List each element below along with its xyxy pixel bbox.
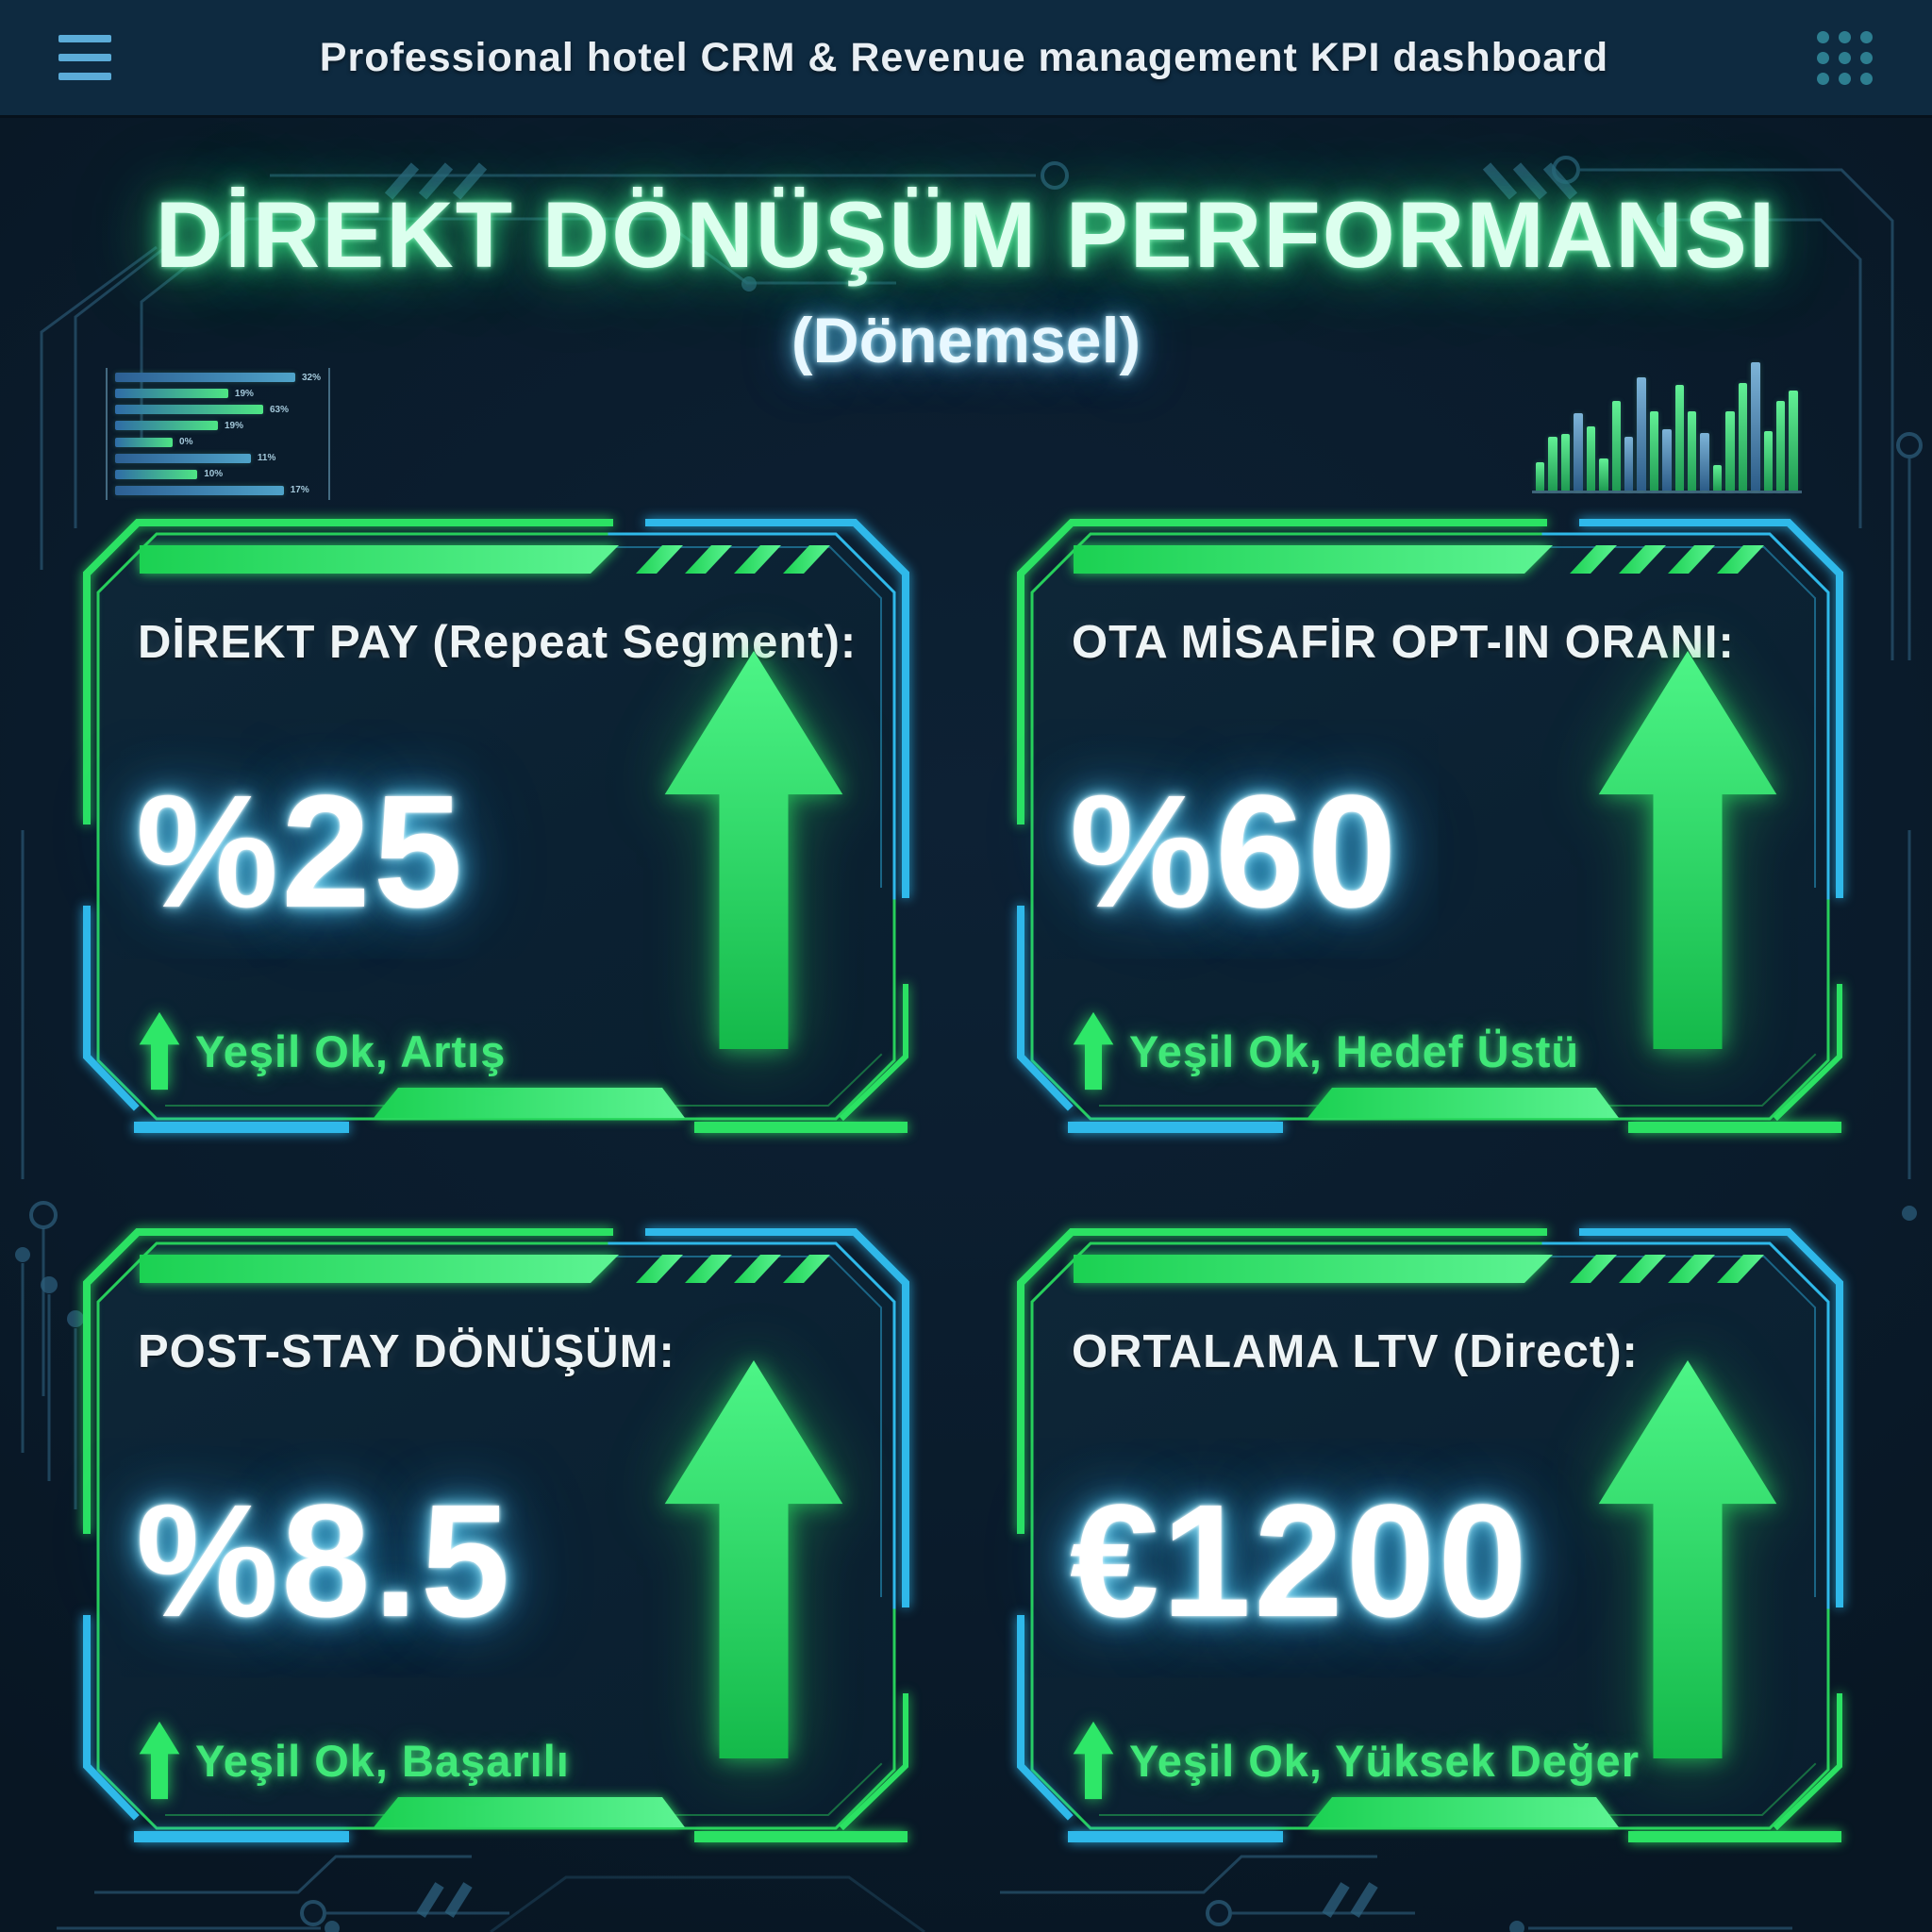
mini-bar — [1789, 390, 1798, 491]
up-arrow-icon — [664, 651, 843, 1049]
mini-bar — [115, 373, 295, 382]
mini-bar-row: 63% — [115, 404, 321, 415]
kpi-note: Yeşil Ok, Başarılı — [138, 1715, 570, 1806]
kpi-title: POST-STAY DÖNÜŞÜM: — [138, 1325, 675, 1377]
app-header: Professional hotel CRM & Revenue managem… — [0, 0, 1932, 115]
mini-bar — [1662, 428, 1672, 491]
kpi-value: %60 — [1070, 762, 1400, 941]
mini-bar — [1624, 436, 1634, 491]
hero: DİREKT DÖNÜŞÜM PERFORMANSI (Dönemsel) — [0, 181, 1932, 377]
mini-bar — [1700, 432, 1709, 491]
card-frame — [1017, 519, 1843, 1133]
mini-bar-label: 10% — [204, 469, 224, 480]
kpi-note-label: Yeşil Ok, Yüksek Değer — [1129, 1735, 1641, 1786]
right-mini-bar-chart — [1532, 362, 1802, 493]
kpi-title: ORTALAMA LTV (Direct): — [1072, 1325, 1639, 1377]
mini-bar-label: 32% — [301, 372, 321, 383]
mini-bar — [1776, 400, 1786, 491]
page-title: DİREKT DÖNÜŞÜM PERFORMANSI — [155, 182, 1777, 287]
kpi-note: Yeşil Ok, Artış — [138, 1006, 506, 1096]
mini-bar-row: 10% — [115, 469, 321, 480]
card-frame — [1017, 1228, 1843, 1842]
mini-bar — [1688, 410, 1697, 491]
mini-bar — [1536, 462, 1545, 491]
mini-bar-row: 11% — [115, 453, 321, 464]
mini-bar — [1738, 382, 1748, 491]
mini-bar-row: 19% — [115, 388, 321, 399]
hamburger-menu-icon[interactable] — [58, 35, 111, 80]
mini-bar — [115, 453, 251, 463]
kpi-note: Yeşil Ok, Yüksek Değer — [1072, 1715, 1640, 1806]
card-frame — [83, 1228, 909, 1842]
kpi-title: DİREKT PAY (Repeat Segment): — [138, 616, 858, 668]
mini-bar — [115, 405, 263, 415]
mini-bar — [1548, 436, 1557, 491]
mini-bar — [115, 389, 228, 399]
app-title: Professional hotel CRM & Revenue managem… — [319, 34, 1609, 80]
up-arrow-icon — [1073, 1721, 1114, 1800]
left-mini-bar-chart: 32% 19% 63% 19% 0% 11% 10% 17% — [106, 368, 330, 500]
card-frame — [83, 519, 909, 1133]
kpi-value: €1200 — [1070, 1472, 1530, 1651]
mini-bar — [1763, 431, 1774, 491]
kpi-grid: DİREKT PAY (Repeat Segment): %25 Yeşil O… — [83, 519, 1843, 1842]
grid-dots-icon[interactable] — [1817, 30, 1874, 85]
mini-bar — [1712, 464, 1723, 491]
kpi-note-label: Yeşil Ok, Hedef Üstü — [1129, 1025, 1580, 1076]
mini-bar — [1560, 434, 1571, 491]
mini-bar — [1649, 410, 1659, 491]
kpi-card: POST-STAY DÖNÜŞÜM: %8.5 Yeşil Ok, Başarı… — [83, 1228, 909, 1842]
kpi-value: %25 — [136, 762, 466, 941]
mini-bar-row: 17% — [115, 485, 321, 496]
up-arrow-icon — [1073, 1011, 1114, 1091]
mini-bar — [1586, 426, 1596, 491]
mini-bar-label: 11% — [257, 453, 276, 464]
mini-bar — [115, 485, 284, 495]
kpi-value: %8.5 — [136, 1472, 513, 1651]
mini-bar — [1574, 413, 1583, 491]
mini-bar — [115, 469, 198, 479]
kpi-card: ORTALAMA LTV (Direct): €1200 Yeşil Ok, Y… — [1017, 1228, 1843, 1842]
up-arrow-icon — [139, 1721, 180, 1800]
kpi-card: OTA MİSAFİR OPT-IN ORANI: %60 Yeşil Ok, … — [1017, 519, 1843, 1133]
up-arrow-icon — [664, 1360, 843, 1758]
up-arrow-icon — [1598, 651, 1777, 1049]
mini-bar-label: 19% — [225, 420, 244, 431]
mini-bar-label: 0% — [179, 437, 193, 448]
mini-bar-label: 19% — [234, 388, 254, 399]
mini-bar — [1751, 362, 1760, 491]
kpi-note-label: Yeşil Ok, Artış — [195, 1025, 507, 1076]
mini-bar-row: 19% — [115, 420, 321, 431]
mini-bar — [1725, 410, 1735, 491]
up-arrow-icon — [139, 1011, 180, 1091]
kpi-card: DİREKT PAY (Repeat Segment): %25 Yeşil O… — [83, 519, 909, 1133]
mini-bar — [1637, 377, 1646, 491]
kpi-note-label: Yeşil Ok, Başarılı — [195, 1735, 570, 1786]
kpi-title: OTA MİSAFİR OPT-IN ORANI: — [1072, 616, 1735, 668]
mini-bar — [1599, 458, 1608, 491]
mini-bar — [1674, 385, 1685, 491]
mini-bar-row: 32% — [115, 372, 321, 383]
mini-bar — [1611, 400, 1621, 491]
mini-bar-label: 63% — [269, 404, 289, 415]
kpi-note: Yeşil Ok, Hedef Üstü — [1072, 1006, 1579, 1096]
mini-bar — [115, 437, 174, 447]
mini-bar-row: 0% — [115, 437, 321, 448]
mini-bar-label: 17% — [290, 485, 309, 496]
mini-bar — [115, 421, 218, 431]
up-arrow-icon — [1598, 1360, 1777, 1758]
page-subtitle: (Dönemsel) — [791, 305, 1141, 376]
